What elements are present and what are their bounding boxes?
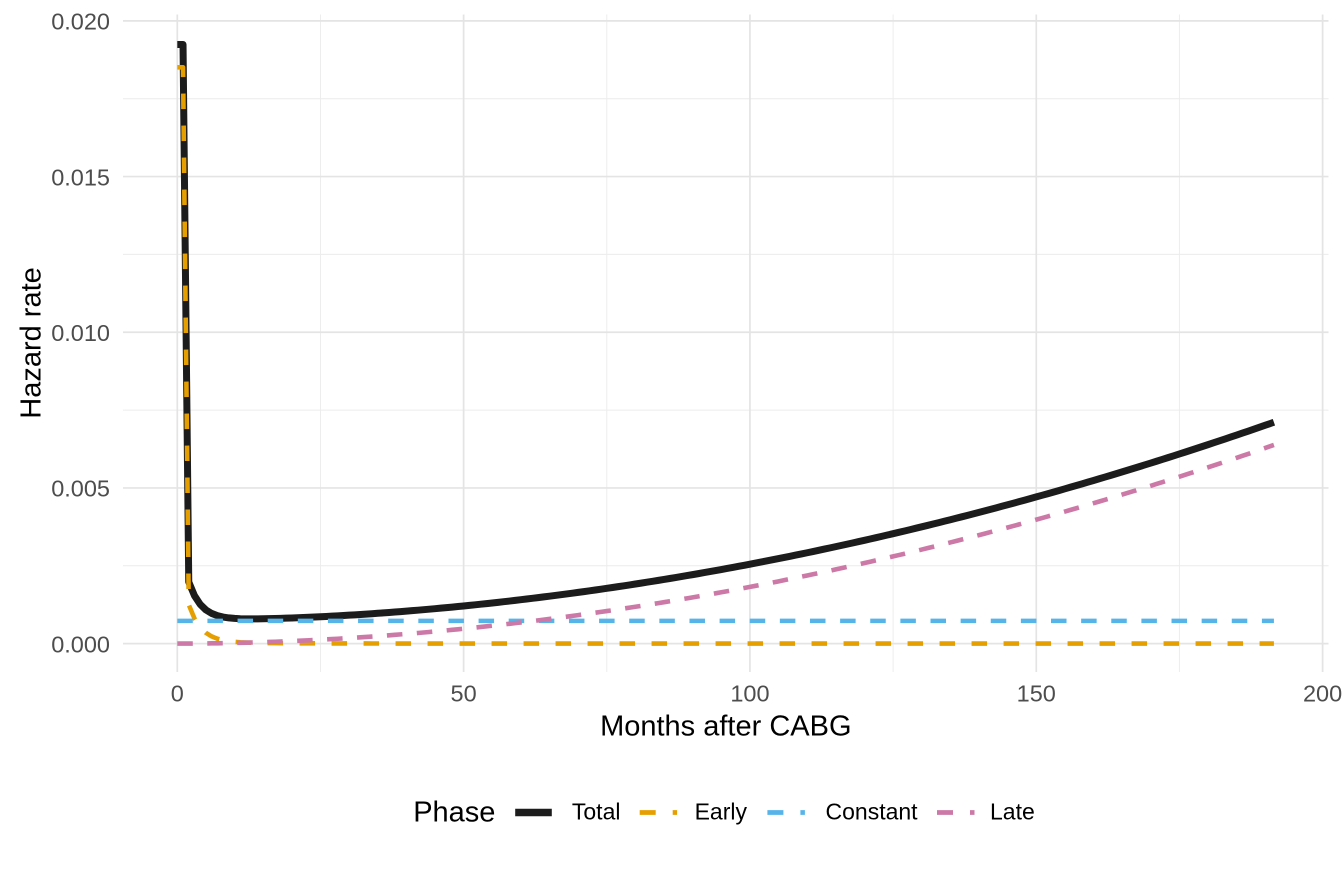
svg-text:0: 0 [171, 681, 184, 707]
svg-text:Early: Early [695, 799, 748, 825]
svg-text:200: 200 [1303, 681, 1342, 707]
svg-text:0.005: 0.005 [51, 476, 110, 502]
svg-text:Late: Late [990, 799, 1035, 825]
svg-text:Total: Total [572, 799, 621, 825]
svg-text:0.020: 0.020 [51, 9, 110, 35]
svg-text:100: 100 [730, 681, 769, 707]
svg-text:150: 150 [1017, 681, 1056, 707]
svg-text:Hazard rate: Hazard rate [16, 267, 48, 419]
svg-text:Constant: Constant [826, 799, 919, 825]
svg-text:50: 50 [451, 681, 477, 707]
svg-text:0.000: 0.000 [51, 631, 110, 657]
svg-text:Phase: Phase [413, 797, 495, 829]
svg-text:0.015: 0.015 [51, 164, 110, 190]
svg-text:Months after CABG: Months after CABG [600, 711, 851, 743]
svg-text:0.010: 0.010 [51, 320, 110, 346]
